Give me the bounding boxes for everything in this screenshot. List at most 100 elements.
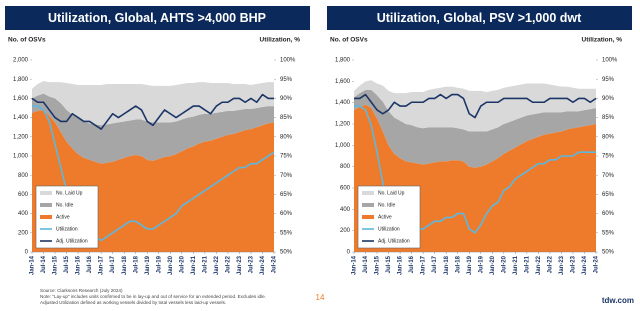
y2-tick-label: 75% (280, 154, 293, 160)
x-tick-label: Jul-14 (363, 255, 369, 273)
chart-title: Utilization, Global, AHTS >4,000 BHP (48, 11, 266, 25)
y-tick-label: 800 (18, 173, 29, 179)
y-tick-label: 0 (347, 250, 351, 256)
y2-tick-label: 100% (602, 58, 618, 64)
y-tick-label: 400 (340, 207, 351, 213)
x-tick-label: Jan-17 (421, 255, 427, 275)
x-tick-label: Jan-21 (191, 255, 197, 275)
note: Note: "Lay-up" includes units confirmed … (40, 294, 266, 299)
y2-tick-label: 70% (280, 173, 293, 179)
x-tick-label: Jul-21 (202, 255, 208, 273)
x-tick-label: Jul-17 (432, 255, 438, 273)
x-tick-label: Jan-23 (559, 255, 565, 275)
source-note: Source: Clarksons Research (July 2024) (40, 288, 123, 293)
legend-label: No. Idle (56, 202, 73, 208)
x-tick-label: Jan-16 (76, 255, 82, 275)
legend-swatch (362, 215, 374, 219)
y2-tick-label: 90% (280, 96, 293, 102)
x-tick-label: Jul-23 (571, 255, 577, 273)
y2-tick-label: 100% (280, 58, 296, 64)
y-tick-label: 1,000 (335, 143, 351, 149)
y2-tick-label: 65% (602, 192, 615, 198)
legend-swatch (40, 191, 52, 195)
x-tick-label: Jan-20 (168, 255, 174, 275)
legend-swatch (362, 203, 374, 207)
y2-tick-label: 85% (280, 115, 293, 121)
definition: Adjusted Utilization defined as working … (40, 300, 226, 305)
x-tick-label: Jul-17 (110, 255, 116, 273)
y-tick-label: 1,000 (13, 154, 29, 160)
y2-tick-label: 60% (602, 211, 615, 217)
y-tick-label: 200 (340, 228, 351, 234)
x-tick-label: Jul-15 (386, 255, 392, 273)
legend-swatch (362, 191, 374, 195)
y2-axis-label: Utilization, % (260, 37, 301, 44)
x-tick-label: Jul-19 (478, 255, 484, 273)
y2-tick-label: 80% (280, 134, 293, 140)
y2-tick-label: 90% (602, 96, 615, 102)
x-tick-label: Jan-19 (467, 255, 473, 275)
chart-title: Utilization, Global, PSV >1,000 dwt (377, 11, 582, 25)
x-tick-label: Jul-20 (501, 255, 507, 273)
x-tick-label: Jan-14 (30, 255, 36, 275)
x-tick-label: Jan-22 (214, 255, 220, 275)
x-tick-label: Jul-19 (156, 255, 162, 273)
x-tick-label: Jan-16 (398, 255, 404, 275)
legend-label: No. Idle (378, 202, 395, 208)
area-series (354, 80, 596, 132)
y-tick-label: 200 (18, 230, 29, 236)
legend-swatch (40, 215, 52, 219)
y2-tick-label: 80% (602, 134, 615, 140)
x-tick-label: Jul-20 (179, 255, 185, 273)
x-tick-label: Jan-22 (536, 255, 542, 275)
line-series (31, 93, 274, 130)
y2-tick-label: 50% (602, 250, 615, 256)
y2-tick-label: 60% (280, 211, 293, 217)
x-tick-label: Jul-18 (455, 255, 461, 273)
legend-label: Utilization (56, 226, 78, 232)
y-tick-label: 1,400 (335, 100, 351, 106)
chart-panel: Utilization, Global, AHTS >4,000 BHP No. … (5, 6, 310, 275)
legend-label: Utilization (378, 226, 400, 232)
y-tick-label: 1,200 (13, 134, 29, 140)
y-tick-label: 1,200 (335, 122, 351, 128)
x-tick-label: Jul-22 (547, 255, 553, 273)
page-number: 14 (316, 293, 325, 302)
x-tick-label: Jul-18 (133, 255, 139, 273)
x-tick-label: Jan-14 (352, 255, 358, 275)
legend-label: Adj. Utilization (378, 238, 410, 244)
y-tick-label: 1,800 (13, 77, 29, 83)
x-tick-label: Jan-15 (53, 255, 59, 275)
y2-tick-label: 95% (602, 77, 615, 83)
x-tick-label: Jul-24 (272, 255, 278, 273)
legend-label: No. Laid Up (378, 190, 405, 196)
y2-tick-label: 55% (280, 230, 293, 236)
y2-axis-label: Utilization, % (582, 37, 623, 44)
y-tick-label: 1,800 (335, 58, 351, 64)
y2-tick-label: 70% (602, 173, 615, 179)
y-axis-label: No. of OSVs (330, 37, 368, 44)
legend-label: Active (56, 214, 70, 220)
legend-label: Adj. Utilization (56, 238, 88, 244)
y-axis-label: No. of OSVs (8, 37, 46, 44)
y-tick-label: 1,400 (13, 115, 29, 121)
x-tick-label: Jan-21 (513, 255, 519, 275)
x-tick-label: Jul-14 (41, 255, 47, 273)
y2-tick-label: 55% (602, 230, 615, 236)
x-tick-label: Jan-20 (490, 255, 496, 275)
title-bar (327, 6, 632, 30)
x-tick-label: Jan-23 (237, 255, 243, 275)
x-tick-label: Jul-22 (225, 255, 231, 273)
x-tick-label: Jul-16 (409, 255, 415, 273)
y-tick-label: 0 (25, 250, 29, 256)
y2-tick-label: 75% (602, 154, 615, 160)
x-tick-label: Jan-24 (260, 255, 266, 275)
x-tick-label: Jul-24 (594, 255, 600, 273)
title-bar (5, 6, 310, 30)
y2-tick-label: 50% (280, 250, 293, 256)
line-series (354, 93, 597, 119)
x-tick-label: Jul-23 (249, 255, 255, 273)
x-tick-label: Jan-24 (582, 255, 588, 275)
area-series (32, 93, 274, 164)
